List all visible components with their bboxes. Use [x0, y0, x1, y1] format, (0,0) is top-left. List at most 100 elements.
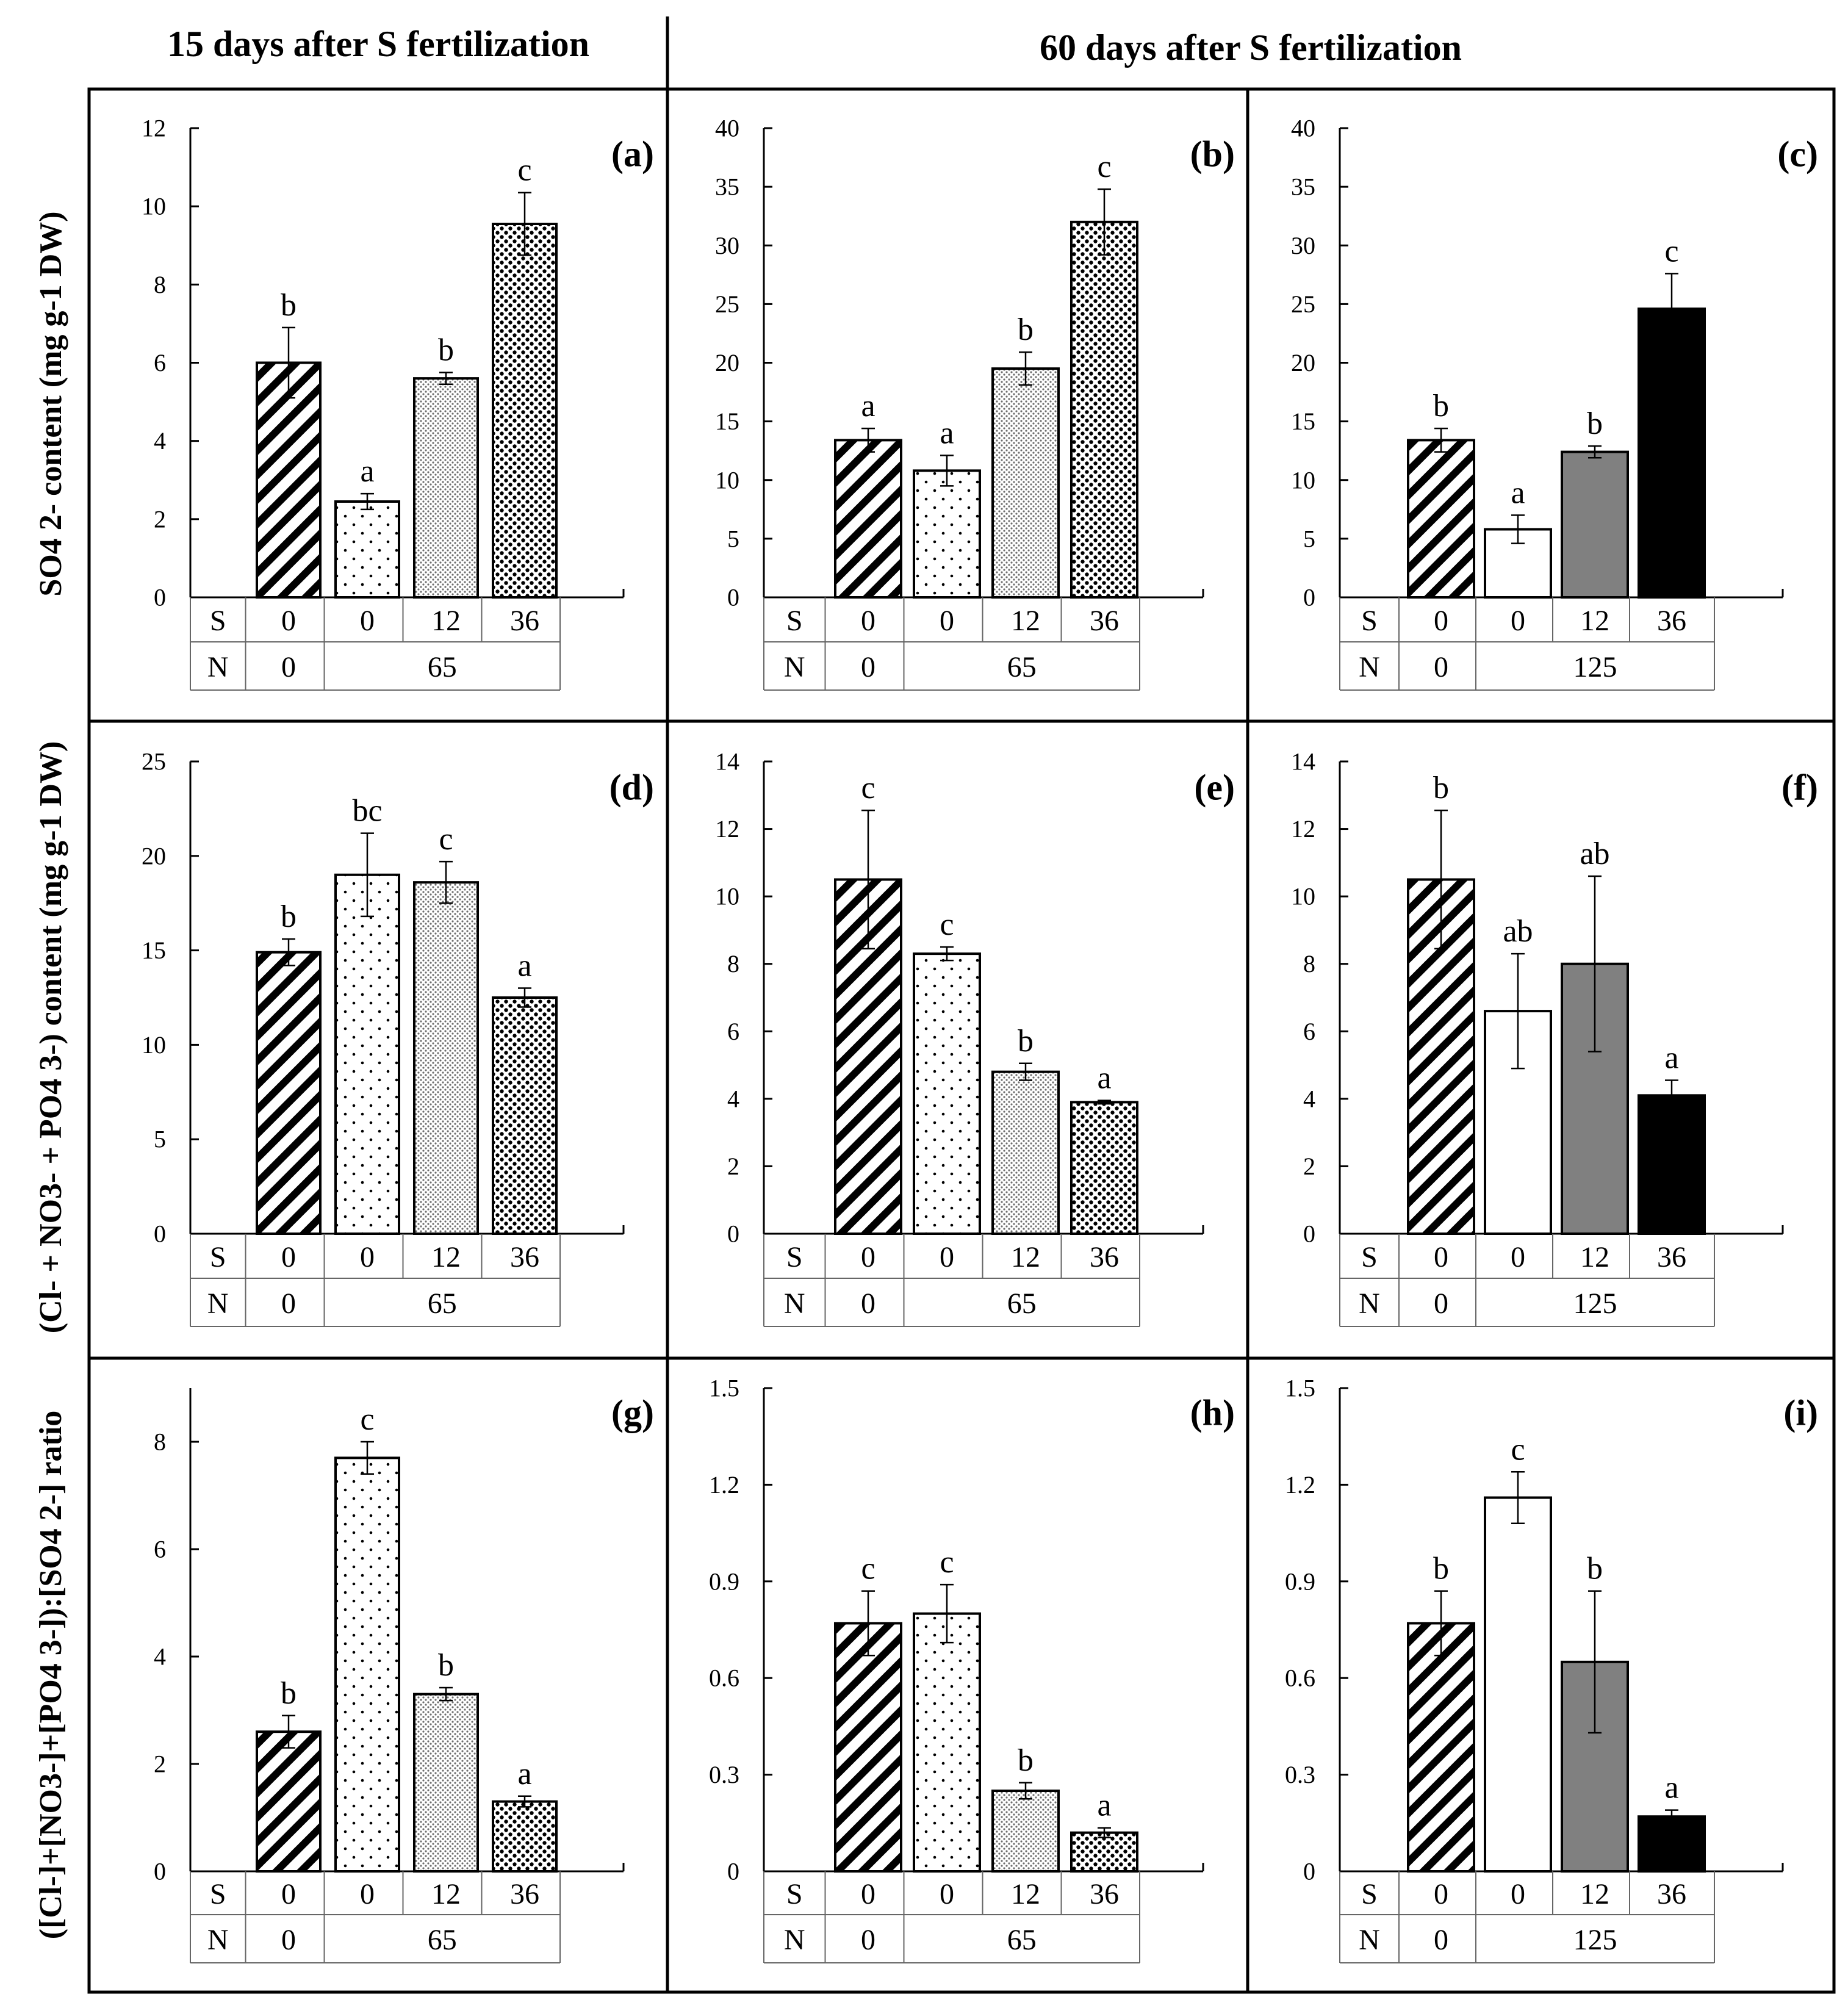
bar	[1638, 1094, 1706, 1236]
y-tick-label: 1.2	[709, 1471, 739, 1499]
bar	[413, 1693, 479, 1873]
significance-label: a	[517, 949, 531, 984]
y-tick-label: 5	[1303, 525, 1315, 552]
bar	[1638, 1815, 1706, 1873]
significance-label: c	[1511, 1432, 1525, 1467]
table-cell-s: 36	[1090, 1241, 1119, 1273]
panel-h: (h) 0 0.3 0.6 0.9 1.2 1.5 c c b a SN 0 0 12 36 0 65	[709, 1375, 1235, 1963]
table-row-label-n: N	[784, 1924, 805, 1956]
table-cell-s: 12	[1011, 1878, 1040, 1910]
significance-label: c	[1664, 234, 1678, 268]
y-tick-label: 10	[142, 1031, 166, 1059]
panel-letter: (h)	[1190, 1392, 1235, 1433]
panel-f: (f) 0 2 4 6 8 10 12 14 b ab ab a SN 0 0 12 36 0 125	[1291, 748, 1818, 1327]
treatment-table	[763, 597, 1140, 691]
table-cell-s: 0	[360, 1878, 375, 1910]
ylabel-row-3: ([Cl-]+[NO3-]+[PO4 3-]):[SO4 2-] ratio	[34, 1411, 68, 1939]
ylabel-row-2: (Cl- + NO3- + PO4 3-) content (mg g-1 DW…	[34, 741, 68, 1334]
table-row-label-s: S	[786, 1241, 803, 1273]
significance-label: b	[438, 1648, 454, 1683]
treatment-table	[1339, 1234, 1715, 1327]
treatment-table	[1339, 1871, 1715, 1963]
bar	[1070, 220, 1138, 599]
table-row-label-n: N	[1359, 1924, 1380, 1956]
significance-label: a	[1097, 1061, 1111, 1096]
panel-d: (d) 0 5 10 15 20 25 b bc c a SN 0 0 12 36 0 65	[142, 748, 654, 1327]
significance-label: b	[1018, 1024, 1034, 1059]
panel-letter: (e)	[1194, 767, 1235, 807]
table-cell-s: 36	[1657, 1241, 1686, 1273]
y-tick-label: 0.6	[709, 1664, 739, 1692]
y-tick-label: 14	[715, 748, 739, 775]
bar	[1561, 450, 1629, 599]
y-tick-label: 10	[1291, 883, 1315, 910]
panel-letter: (i)	[1783, 1392, 1818, 1433]
significance-label: b	[1433, 389, 1449, 423]
y-tick-label: 20	[142, 842, 166, 869]
table-cell-s: 0	[281, 1241, 296, 1273]
significance-label: c	[940, 1545, 954, 1580]
panel-i: (i) 0 0.3 0.6 0.9 1.2 1.5 b c b a SN 0 0 12 36 0 125	[1285, 1375, 1818, 1963]
y-tick-label: 6	[154, 1536, 166, 1563]
table-row-label-s: S	[1361, 1878, 1378, 1910]
y-tick-label: 0	[727, 1858, 739, 1885]
y-tick-label: 8	[154, 1428, 166, 1456]
bar	[492, 1800, 558, 1873]
table-cell-s: 36	[1090, 1878, 1119, 1910]
ylabel-row-1: SO4 2- content (mg g-1 DW)	[34, 211, 68, 596]
significance-label: b	[1587, 406, 1603, 441]
significance-label: a	[1511, 475, 1525, 510]
table-cell-n: 0	[861, 1924, 875, 1956]
y-tick-label: 0	[727, 1220, 739, 1248]
y-tick-label: 8	[1303, 950, 1315, 977]
table-cell-s: 36	[1657, 1878, 1686, 1910]
y-tick-label: 1.5	[709, 1375, 739, 1402]
y-tick-label: 40	[1291, 115, 1315, 142]
table-row-label-n: N	[207, 1924, 229, 1956]
table-cell-s: 0	[1511, 1878, 1525, 1910]
panel-letter: (d)	[609, 767, 654, 807]
y-tick-label: 10	[1291, 466, 1315, 494]
y-tick-label: 14	[1291, 748, 1315, 775]
bar	[913, 952, 981, 1235]
table-row-label-n: N	[784, 651, 805, 683]
table-row-label-n: N	[207, 651, 229, 683]
y-tick-label: 1.5	[1285, 1375, 1315, 1402]
bar	[991, 367, 1060, 599]
bar	[492, 223, 558, 599]
table-cell-s: 12	[1011, 605, 1040, 637]
table-cell-s: 36	[510, 1241, 539, 1273]
table-row-label-s: S	[210, 605, 226, 637]
table-cell-n: 65	[428, 651, 457, 683]
table-cell-s: 0	[861, 1241, 875, 1273]
significance-label: ab	[1503, 914, 1533, 949]
table-cell-n: 65	[1007, 1924, 1037, 1956]
y-tick-label: 40	[715, 115, 739, 142]
table-cell-s: 36	[510, 1878, 539, 1910]
y-tick-label: 1.2	[1285, 1471, 1315, 1499]
table-cell-s: 0	[940, 1878, 954, 1910]
y-tick-label: 5	[727, 525, 739, 552]
significance-label: a	[1664, 1771, 1678, 1805]
significance-label: b	[1433, 1552, 1449, 1586]
table-cell-s: 0	[360, 1241, 375, 1273]
significance-label: b	[281, 288, 297, 323]
table-cell-s: 0	[940, 605, 954, 637]
treatment-table	[763, 1871, 1140, 1963]
table-cell-n: 0	[281, 1924, 296, 1956]
bar	[1407, 439, 1475, 599]
significance-label: a	[1664, 1040, 1678, 1075]
significance-label: b	[281, 1676, 297, 1711]
table-cell-n: 65	[1007, 1287, 1037, 1320]
table-cell-n: 0	[1434, 1287, 1448, 1320]
bar	[1638, 308, 1706, 599]
bar	[1484, 1496, 1552, 1873]
bar	[834, 439, 902, 599]
table-cell-n: 65	[428, 1924, 457, 1956]
panel-letter: (c)	[1777, 134, 1818, 174]
y-tick-label: 30	[1291, 232, 1315, 259]
y-tick-label: 2	[154, 505, 166, 533]
bar	[334, 500, 400, 599]
table-row-label-s: S	[1361, 605, 1378, 637]
